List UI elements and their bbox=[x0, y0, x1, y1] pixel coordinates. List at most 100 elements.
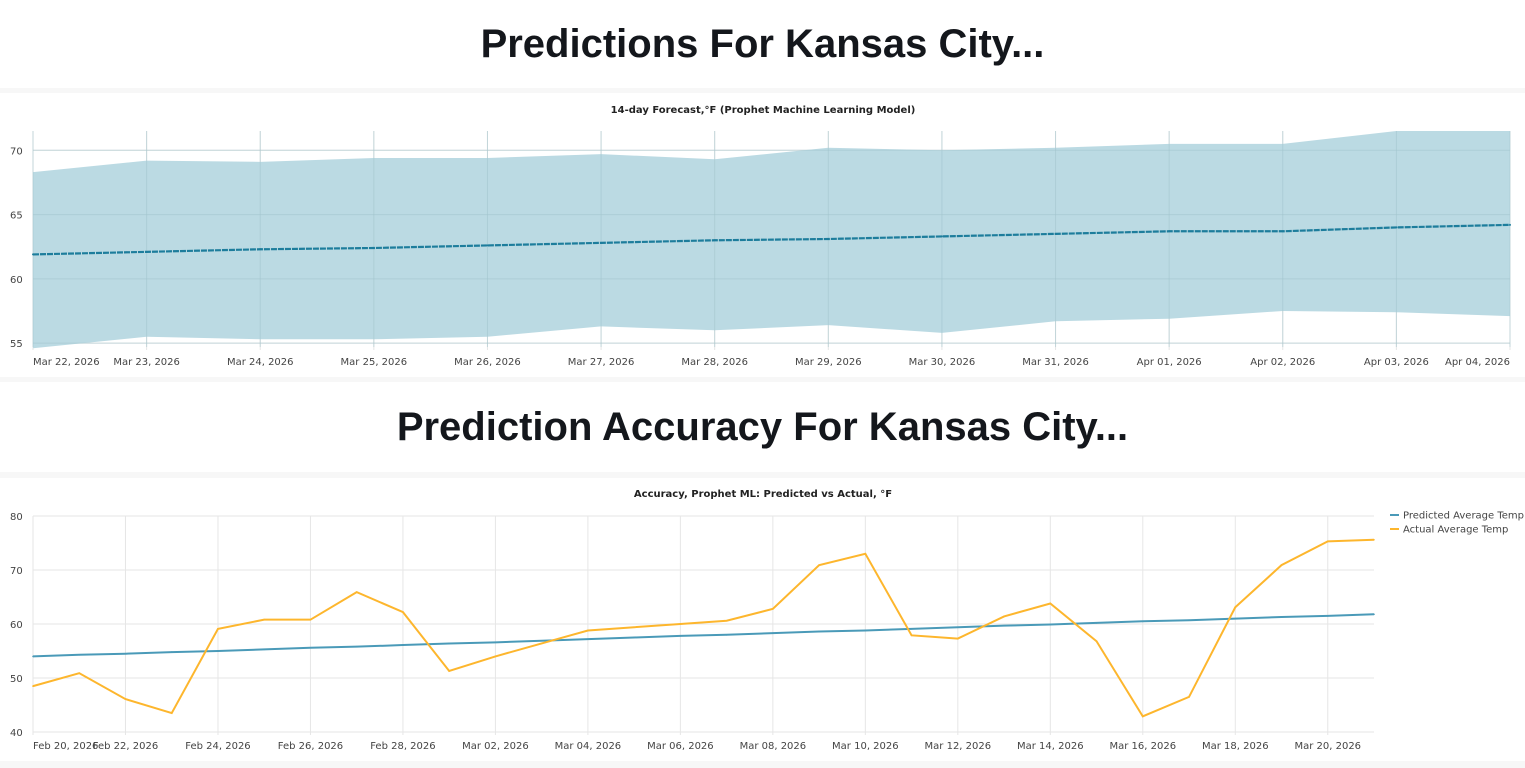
chart-title: Accuracy, Prophet ML: Predicted vs Actua… bbox=[634, 489, 892, 500]
predicted-point bbox=[1373, 613, 1375, 616]
x-tick-label: Mar 25, 2026 bbox=[341, 357, 408, 368]
forecast-point bbox=[940, 235, 943, 238]
predicted-point bbox=[910, 628, 913, 630]
forecast-heading: Predictions For Kansas City... bbox=[480, 21, 1045, 66]
actual-point bbox=[540, 642, 543, 645]
y-tick-label: 55 bbox=[10, 339, 23, 350]
x-tick-label: Mar 18, 2026 bbox=[1202, 741, 1269, 752]
x-tick-label: Mar 24, 2026 bbox=[227, 357, 294, 368]
legend-label: Predicted Average Temp bbox=[1403, 511, 1524, 522]
predicted-point bbox=[725, 634, 728, 636]
forecast-point bbox=[259, 248, 262, 251]
forecast-point bbox=[486, 244, 489, 247]
x-tick-label: Mar 28, 2026 bbox=[681, 357, 748, 368]
actual-point bbox=[1141, 715, 1144, 718]
x-tick-label: Mar 22, 2026 bbox=[33, 357, 100, 368]
forecast-point bbox=[713, 239, 716, 242]
actual-point bbox=[1373, 538, 1375, 541]
x-tick-label: Mar 04, 2026 bbox=[555, 741, 622, 752]
x-tick-label: Mar 23, 2026 bbox=[113, 357, 180, 368]
actual-point bbox=[1188, 696, 1190, 698]
actual-point bbox=[1095, 640, 1098, 643]
x-tick-label: Mar 12, 2026 bbox=[925, 741, 992, 752]
x-tick-label: Apr 01, 2026 bbox=[1137, 357, 1202, 368]
predicted-point bbox=[587, 638, 589, 640]
accuracy-heading: Prediction Accuracy For Kansas City... bbox=[396, 404, 1129, 449]
legend-label: Actual Average Temp bbox=[1403, 525, 1508, 536]
actual-point bbox=[910, 634, 913, 637]
y-tick-label: 65 bbox=[10, 211, 23, 222]
y-tick-label: 70 bbox=[10, 566, 23, 577]
actual-point bbox=[633, 626, 635, 629]
forecast-point bbox=[1168, 230, 1171, 233]
x-tick-label: Mar 29, 2026 bbox=[795, 357, 862, 368]
predicted-point bbox=[679, 635, 682, 637]
actual-point bbox=[679, 623, 682, 625]
forecast-point bbox=[1281, 230, 1284, 233]
predicted-point bbox=[818, 630, 820, 633]
forecast-point bbox=[600, 241, 603, 244]
predicted-point bbox=[957, 626, 959, 629]
forecast-chart: 14-day Forecast,°F (Prophet Machine Lear… bbox=[10, 105, 1511, 368]
x-tick-label: Feb 20, 2026 bbox=[33, 741, 98, 752]
actual-point bbox=[1234, 606, 1237, 609]
predicted-point bbox=[494, 641, 497, 644]
actual-point bbox=[1003, 615, 1005, 618]
predicted-point bbox=[1280, 616, 1283, 618]
predicted-point bbox=[864, 629, 867, 632]
predicted-point bbox=[1049, 623, 1052, 626]
x-tick-label: Feb 24, 2026 bbox=[185, 741, 250, 752]
actual-point bbox=[309, 618, 312, 621]
actual-point bbox=[448, 670, 450, 672]
actual-point bbox=[78, 672, 81, 674]
predicted-point bbox=[772, 632, 774, 634]
actual-point bbox=[725, 619, 728, 622]
predicted-line bbox=[32, 613, 1375, 658]
actual-point bbox=[263, 618, 266, 621]
accuracy-heading-block: Prediction Accuracy For Kansas City... bbox=[0, 382, 1525, 472]
predicted-point bbox=[263, 648, 266, 651]
actual-point bbox=[818, 564, 820, 566]
predicted-point bbox=[540, 639, 543, 642]
actual-point bbox=[494, 655, 497, 658]
predicted-point bbox=[309, 646, 312, 649]
x-tick-label: Mar 02, 2026 bbox=[462, 741, 529, 752]
predicted-point bbox=[32, 655, 34, 658]
predicted-point bbox=[1141, 620, 1144, 623]
forecast-point bbox=[372, 247, 375, 249]
actual-point bbox=[772, 608, 774, 610]
chart-title: 14-day Forecast,°F (Prophet Machine Lear… bbox=[611, 105, 916, 116]
predicted-point bbox=[217, 650, 219, 652]
y-tick-label: 70 bbox=[10, 146, 23, 157]
actual-point bbox=[957, 637, 959, 640]
predicted-point bbox=[633, 636, 635, 639]
x-tick-label: Mar 31, 2026 bbox=[1022, 357, 1089, 368]
x-tick-label: Apr 04, 2026 bbox=[1445, 357, 1510, 368]
forecast-point bbox=[827, 238, 830, 240]
x-tick-label: Mar 14, 2026 bbox=[1017, 741, 1084, 752]
actual-point bbox=[1049, 602, 1052, 605]
predicted-point bbox=[402, 644, 404, 646]
forecast-point bbox=[32, 253, 34, 256]
predicted-point bbox=[1188, 619, 1190, 622]
x-tick-label: Mar 27, 2026 bbox=[568, 357, 635, 368]
forecast-point bbox=[1395, 226, 1398, 229]
y-tick-label: 60 bbox=[10, 275, 23, 286]
y-tick-label: 40 bbox=[10, 728, 23, 739]
actual-point bbox=[864, 553, 867, 555]
predicted-point bbox=[1326, 615, 1329, 617]
predicted-point bbox=[448, 642, 450, 645]
forecast-chart-card: 14-day Forecast,°F (Prophet Machine Lear… bbox=[0, 93, 1525, 377]
x-tick-label: Apr 02, 2026 bbox=[1250, 357, 1315, 368]
actual-point bbox=[217, 628, 219, 630]
accuracy-chart: Accuracy, Prophet ML: Predicted vs Actua… bbox=[10, 489, 1524, 752]
y-tick-label: 80 bbox=[10, 512, 23, 523]
forecast-point bbox=[145, 250, 148, 253]
accuracy-chart-card: Accuracy, Prophet ML: Predicted vs Actua… bbox=[0, 478, 1525, 761]
actual-point bbox=[170, 712, 173, 714]
x-tick-label: Mar 20, 2026 bbox=[1294, 741, 1361, 752]
actual-point bbox=[1280, 564, 1283, 566]
predicted-point bbox=[78, 653, 81, 656]
x-tick-label: Mar 16, 2026 bbox=[1110, 741, 1177, 752]
forecast-point bbox=[1054, 232, 1057, 235]
